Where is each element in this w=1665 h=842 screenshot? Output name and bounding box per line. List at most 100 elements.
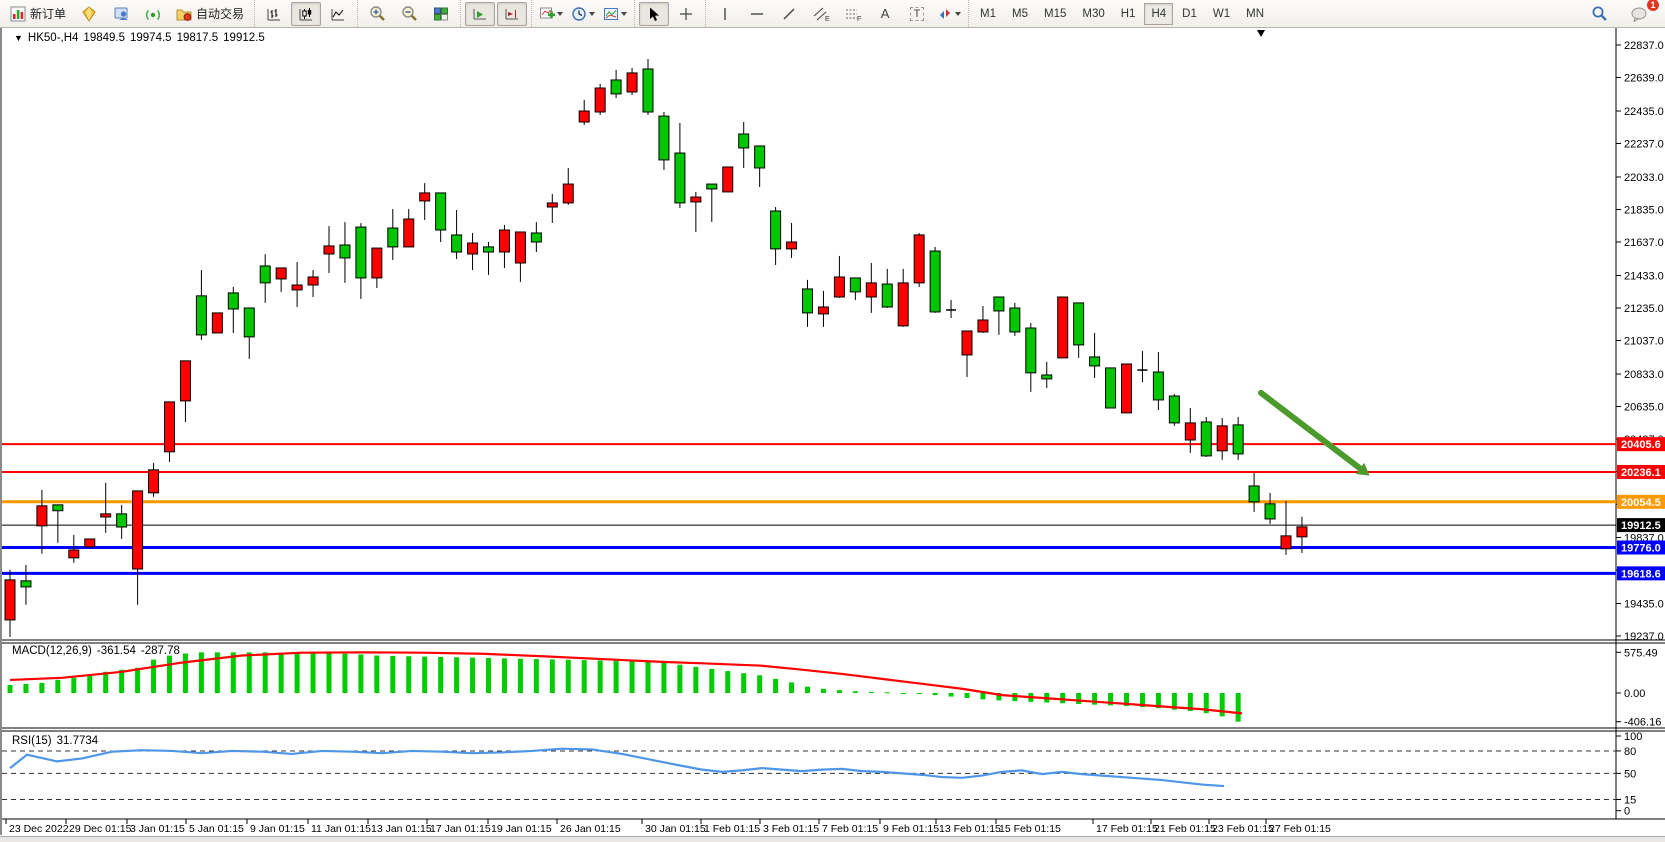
tab-timeframe-M15[interactable]: M15 xyxy=(1044,7,1067,20)
candle xyxy=(275,267,287,292)
indicators-caret-icon[interactable] xyxy=(557,11,564,16)
candle xyxy=(514,231,526,282)
toolbar-right: 1 xyxy=(1583,0,1665,26)
periods-button[interactable] xyxy=(568,2,598,26)
tab-timeframe-M1[interactable]: M1 xyxy=(980,7,997,20)
candle xyxy=(674,122,686,209)
candle xyxy=(706,183,718,222)
time-axis[interactable]: 23 Dec 2022 29 Dec 01:153 Jan 01:15 5 Jan … xyxy=(5,819,1331,835)
signal-button[interactable] xyxy=(138,2,168,26)
zoom-out-button[interactable] xyxy=(394,2,424,26)
bar-chart-button[interactable] xyxy=(259,2,289,26)
svg-text:23 Feb 01:15: 23 Feb 01:15 xyxy=(1212,823,1274,835)
svg-text:F: F xyxy=(857,16,861,22)
crosshair-icon xyxy=(680,7,693,20)
tab-timeframe-H4[interactable]: H4 xyxy=(1144,2,1174,25)
periods-caret-icon[interactable] xyxy=(589,11,596,16)
macd-main-value: -361.54 xyxy=(96,645,136,657)
svg-text:20405.6: 20405.6 xyxy=(1621,439,1661,451)
candle xyxy=(52,504,64,543)
candle xyxy=(1057,296,1069,359)
candle xyxy=(722,166,734,193)
indicators-button[interactable] xyxy=(536,2,566,26)
candle xyxy=(993,296,1005,335)
tab-timeframe-MN[interactable]: MN xyxy=(1246,7,1264,20)
tab-timeframe-H1[interactable]: H1 xyxy=(1120,7,1136,20)
zoom-in-button[interactable] xyxy=(362,2,392,26)
candle xyxy=(530,222,542,253)
cursor-button[interactable] xyxy=(639,1,670,26)
line-chart-button[interactable] xyxy=(323,2,353,26)
svg-text:15 Feb 01:15: 15 Feb 01:15 xyxy=(999,823,1061,835)
arrows-button[interactable] xyxy=(934,2,964,26)
bar-open: 19849.5 xyxy=(83,32,125,44)
horizontal-line-button[interactable] xyxy=(742,2,772,26)
chart-window[interactable]: 22837.0 22639.0 22435.0 22237.0 22033.0 21835… xyxy=(0,28,1665,835)
arrows-caret-icon[interactable] xyxy=(955,11,962,16)
clock-icon xyxy=(572,6,586,21)
equidistant-channel-button[interactable]: E xyxy=(806,2,836,26)
profile-button[interactable] xyxy=(106,2,136,26)
new-order-button[interactable]: 新订单 xyxy=(4,2,72,26)
crosshair-button[interactable] xyxy=(671,2,701,26)
tab-timeframe-M30[interactable]: M30 xyxy=(1082,7,1105,20)
templates-caret-icon[interactable] xyxy=(621,11,628,16)
chart-canvas[interactable]: 22837.0 22639.0 22435.0 22237.0 22033.0 21835… xyxy=(2,28,1665,835)
svg-text:17 Jan 01:15: 17 Jan 01:15 xyxy=(430,823,491,835)
text-label-button[interactable]: T xyxy=(902,2,932,26)
candle xyxy=(658,111,670,170)
candle xyxy=(355,223,367,299)
candle xyxy=(1009,302,1021,336)
candle xyxy=(100,482,112,533)
insert-group xyxy=(531,0,634,27)
candle xyxy=(1025,322,1037,392)
auto-scroll-button[interactable] xyxy=(465,1,496,26)
zoom-group xyxy=(357,0,460,27)
svg-text:21 Feb 01:15: 21 Feb 01:15 xyxy=(1154,823,1216,835)
candlestick-chart-button[interactable] xyxy=(291,1,322,26)
candle xyxy=(754,145,766,188)
autotrading-button[interactable]: 自动交易 xyxy=(170,2,250,26)
bar-high: 19974.5 xyxy=(130,32,172,44)
notifications-button[interactable]: 1 xyxy=(1624,0,1659,26)
candle xyxy=(1137,351,1148,383)
svg-text:50: 50 xyxy=(1624,768,1636,780)
main-toolbar: 新订单 xyxy=(0,0,1665,28)
tile-windows-button[interactable] xyxy=(426,2,456,26)
tab-timeframe-D1[interactable]: D1 xyxy=(1182,7,1197,20)
window-bottom-edge xyxy=(0,836,1665,842)
scroll-group xyxy=(460,0,531,27)
horizontal-level-lines[interactable] xyxy=(2,443,1616,575)
candle xyxy=(770,207,782,265)
candle xyxy=(371,247,383,288)
chart-ohlc-header: ▼ HK50-,H4 19849.5 19974.5 19817.5 19912… xyxy=(14,32,265,44)
trend-arrow[interactable] xyxy=(1258,389,1370,476)
svg-text:9 Feb 01:15: 9 Feb 01:15 xyxy=(883,823,939,835)
candle xyxy=(802,279,813,327)
macd-pane xyxy=(7,651,1243,722)
candle xyxy=(626,67,638,95)
candle xyxy=(435,192,447,242)
search-button[interactable] xyxy=(1584,2,1614,26)
vertical-line-button[interactable] xyxy=(710,2,740,26)
channel-icon: E xyxy=(813,7,830,22)
symbol-dropdown-icon[interactable]: ▼ xyxy=(14,33,23,43)
text-a-icon: A xyxy=(880,6,890,21)
candle xyxy=(1200,417,1212,457)
text-label-icon: T xyxy=(909,6,925,21)
trendline-button[interactable] xyxy=(774,2,804,26)
templates-button[interactable] xyxy=(600,2,630,26)
svg-text:80: 80 xyxy=(1624,746,1636,758)
text-button[interactable]: A xyxy=(870,2,900,26)
svg-text:7 Feb 01:15: 7 Feb 01:15 xyxy=(822,823,878,835)
market-watch-button[interactable] xyxy=(74,2,104,26)
candle xyxy=(1168,394,1180,426)
candle xyxy=(881,268,893,308)
tab-timeframe-W1[interactable]: W1 xyxy=(1212,7,1231,20)
chart-shift-button[interactable] xyxy=(497,1,528,26)
fibonacci-button[interactable]: F xyxy=(838,2,868,26)
tab-timeframe-M5[interactable]: M5 xyxy=(1012,7,1028,20)
candle xyxy=(1105,367,1117,409)
chart-type-group xyxy=(254,0,357,27)
svg-text:21235.0: 21235.0 xyxy=(1624,303,1664,315)
